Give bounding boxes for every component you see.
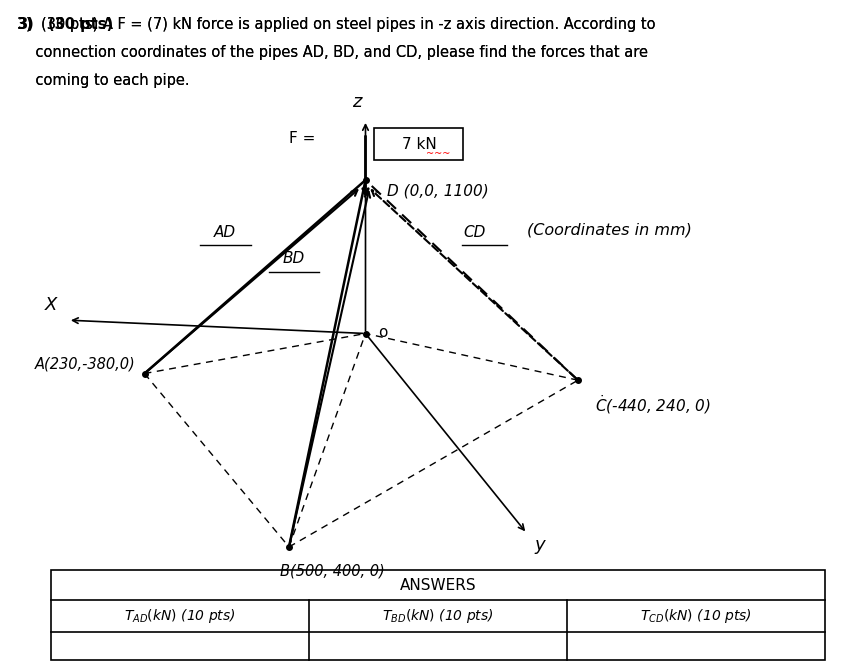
Text: y: y [535,536,545,554]
Text: AD: AD [214,225,236,239]
Text: coming to each pipe.: coming to each pipe. [17,73,190,87]
Text: CD: CD [463,225,485,239]
Text: 3)  (30 pts) A F = (7) kN force is applied on steel pipes in -z axis direction. : 3) (30 pts) A F = (7) kN force is applie… [17,17,655,31]
Text: (Coordinates in mm): (Coordinates in mm) [527,223,692,237]
Text: $T_{CD}$$(kN)$ (10 pts): $T_{CD}$$(kN)$ (10 pts) [640,607,751,625]
Text: $\dot{C}$(-440, 240, 0): $\dot{C}$(-440, 240, 0) [595,394,711,416]
Text: A(230,-380,0): A(230,-380,0) [35,356,136,371]
Text: z: z [352,93,362,111]
Text: X: X [45,296,57,314]
Text: $T_{BD}$$(kN)$ (10 pts): $T_{BD}$$(kN)$ (10 pts) [382,607,494,625]
Text: B(500, 400, 0): B(500, 400, 0) [280,564,385,578]
FancyBboxPatch shape [374,128,463,160]
Text: 3)  (30 pts) A F = (7) kN force is applied on steel pipes in -z axis direction. : 3) (30 pts) A F = (7) kN force is applie… [17,17,655,31]
Text: D (0,0, 1100): D (0,0, 1100) [387,183,489,198]
Text: F =: F = [289,131,315,146]
Text: BD: BD [282,251,304,266]
Text: coming to each pipe.: coming to each pipe. [17,73,190,87]
Text: (30 pts): (30 pts) [48,17,114,31]
Text: o: o [377,325,388,340]
Text: 3): 3) [17,17,34,31]
Text: 7 kN: 7 kN [402,137,436,151]
Text: ~~~: ~~~ [426,149,450,159]
Text: connection coordinates of the pipes AD, BD, and CD, please find the forces that : connection coordinates of the pipes AD, … [17,45,648,59]
Text: ANSWERS: ANSWERS [400,578,476,593]
Text: connection coordinates of the pipes AD, BD, and CD, please find the forces that : connection coordinates of the pipes AD, … [17,45,648,59]
Text: $T_{AD}$$(kN)$ (10 pts): $T_{AD}$$(kN)$ (10 pts) [124,607,235,625]
